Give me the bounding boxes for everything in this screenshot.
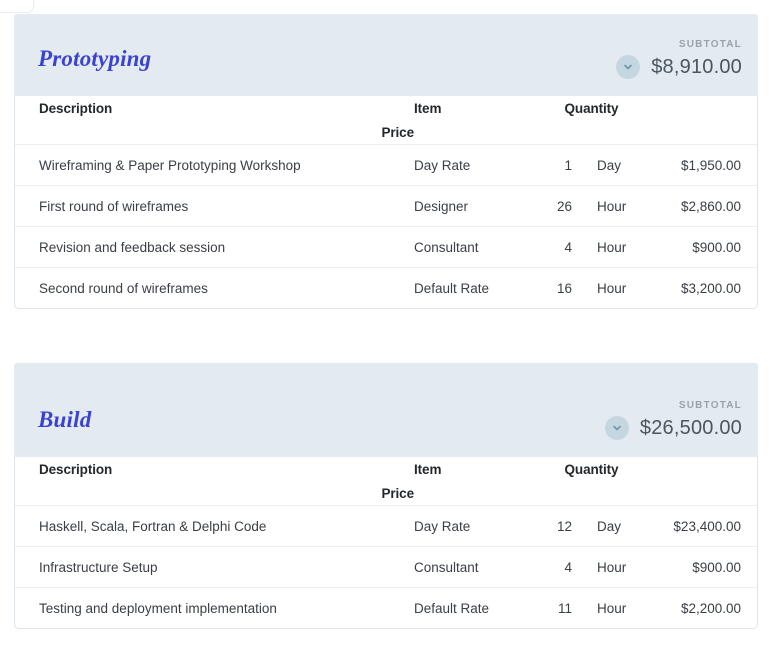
column-header-quantity: Quantity [564, 461, 619, 477]
cell-quantity: 16 [556, 280, 572, 296]
cell-description: Revision and feedback session [39, 239, 226, 255]
cell-quantity: 26 [556, 198, 572, 214]
collapse-section-button[interactable] [616, 55, 641, 79]
section-build: Build SUBTOTAL $26,500.00 Des [14, 363, 758, 629]
table-row: Infrastructure Setup Consultant 4 Hour $… [15, 546, 757, 587]
cell-quantity: 4 [564, 559, 572, 575]
cell-price: $3,200.00 [680, 280, 741, 296]
collapse-section-button[interactable] [604, 416, 629, 440]
cell-description: Testing and deployment implementation [39, 600, 277, 616]
cell-price: $900.00 [692, 239, 741, 255]
cell-quantity: 11 [557, 600, 572, 616]
section-header: Prototyping SUBTOTAL $8,910.00 [14, 14, 758, 96]
table-row: Haskell, Scala, Fortran & Delphi Code Da… [15, 505, 757, 546]
column-header-price: Price [381, 124, 414, 140]
cell-description: Second round of wireframes [39, 280, 208, 296]
column-header-description: Description [39, 100, 113, 116]
table-row: Revision and feedback session Consultant… [15, 226, 757, 267]
cell-unit: Day [597, 518, 622, 534]
cell-quantity: 4 [564, 239, 572, 255]
column-header-price: Price [381, 485, 414, 501]
cell-unit: Day [597, 157, 622, 173]
cell-unit: Hour [597, 198, 627, 214]
cell-item: Consultant [414, 559, 479, 575]
cell-price: $2,200.00 [680, 600, 741, 616]
cell-description: Wireframing & Paper Prototyping Workshop [39, 157, 301, 173]
subtotal-label: SUBTOTAL [678, 39, 742, 50]
section-header: Build SUBTOTAL $26,500.00 [14, 363, 758, 457]
chevron-down-icon [611, 422, 623, 434]
subtotal-label: SUBTOTAL [678, 400, 742, 411]
partial-element-corner [0, 0, 34, 13]
cell-description: Infrastructure Setup [39, 559, 158, 575]
cell-unit: Hour [597, 559, 627, 575]
cell-item: Default Rate [414, 600, 490, 616]
column-header-item: Item [414, 461, 442, 477]
cell-item: Designer [414, 198, 469, 214]
subtotal-row: $26,500.00 [604, 416, 742, 440]
cell-unit: Hour [597, 280, 627, 296]
subtotal-row: $8,910.00 [616, 55, 742, 79]
cell-item: Day Rate [414, 518, 471, 534]
section-title: Prototyping [38, 46, 152, 71]
cell-quantity: 1 [564, 157, 572, 173]
table-header-row: Description Item Quantity Price [15, 96, 757, 144]
table-row: First round of wireframes Designer 26 Ho… [15, 185, 757, 226]
section-title: Build [38, 407, 92, 432]
table-header-row: Description Item Quantity Price [15, 457, 757, 505]
cell-item: Day Rate [414, 157, 471, 173]
subtotal-block: SUBTOTAL $8,910.00 [616, 39, 742, 79]
subtotal-amount: $26,500.00 [639, 416, 742, 439]
table-row: Second round of wireframes Default Rate … [15, 267, 757, 308]
table-row: Wireframing & Paper Prototyping Workshop… [15, 144, 757, 185]
cell-item: Default Rate [414, 280, 490, 296]
cell-price: $900.00 [692, 559, 741, 575]
chevron-down-icon [622, 61, 634, 73]
column-header-item: Item [414, 100, 442, 116]
cell-price: $1,950.00 [680, 157, 741, 173]
line-items-table: Description Item Quantity Price Haskell,… [14, 457, 758, 629]
cell-quantity: 12 [556, 518, 572, 534]
table-row: Testing and deployment implementation De… [15, 587, 757, 628]
cell-item: Consultant [414, 239, 479, 255]
cell-description: Haskell, Scala, Fortran & Delphi Code [39, 518, 267, 534]
column-header-description: Description [39, 461, 113, 477]
cell-description: First round of wireframes [39, 198, 189, 214]
column-header-quantity: Quantity [564, 100, 619, 116]
cell-price: $23,400.00 [673, 518, 741, 534]
cell-unit: Hour [597, 239, 627, 255]
subtotal-amount: $8,910.00 [651, 55, 742, 78]
cell-unit: Hour [597, 600, 627, 616]
line-items-table: Description Item Quantity Price Wirefram… [14, 96, 758, 309]
cell-price: $2,860.00 [680, 198, 741, 214]
subtotal-block: SUBTOTAL $26,500.00 [604, 400, 742, 440]
section-prototyping: Prototyping SUBTOTAL $8,910.00 [14, 14, 758, 309]
